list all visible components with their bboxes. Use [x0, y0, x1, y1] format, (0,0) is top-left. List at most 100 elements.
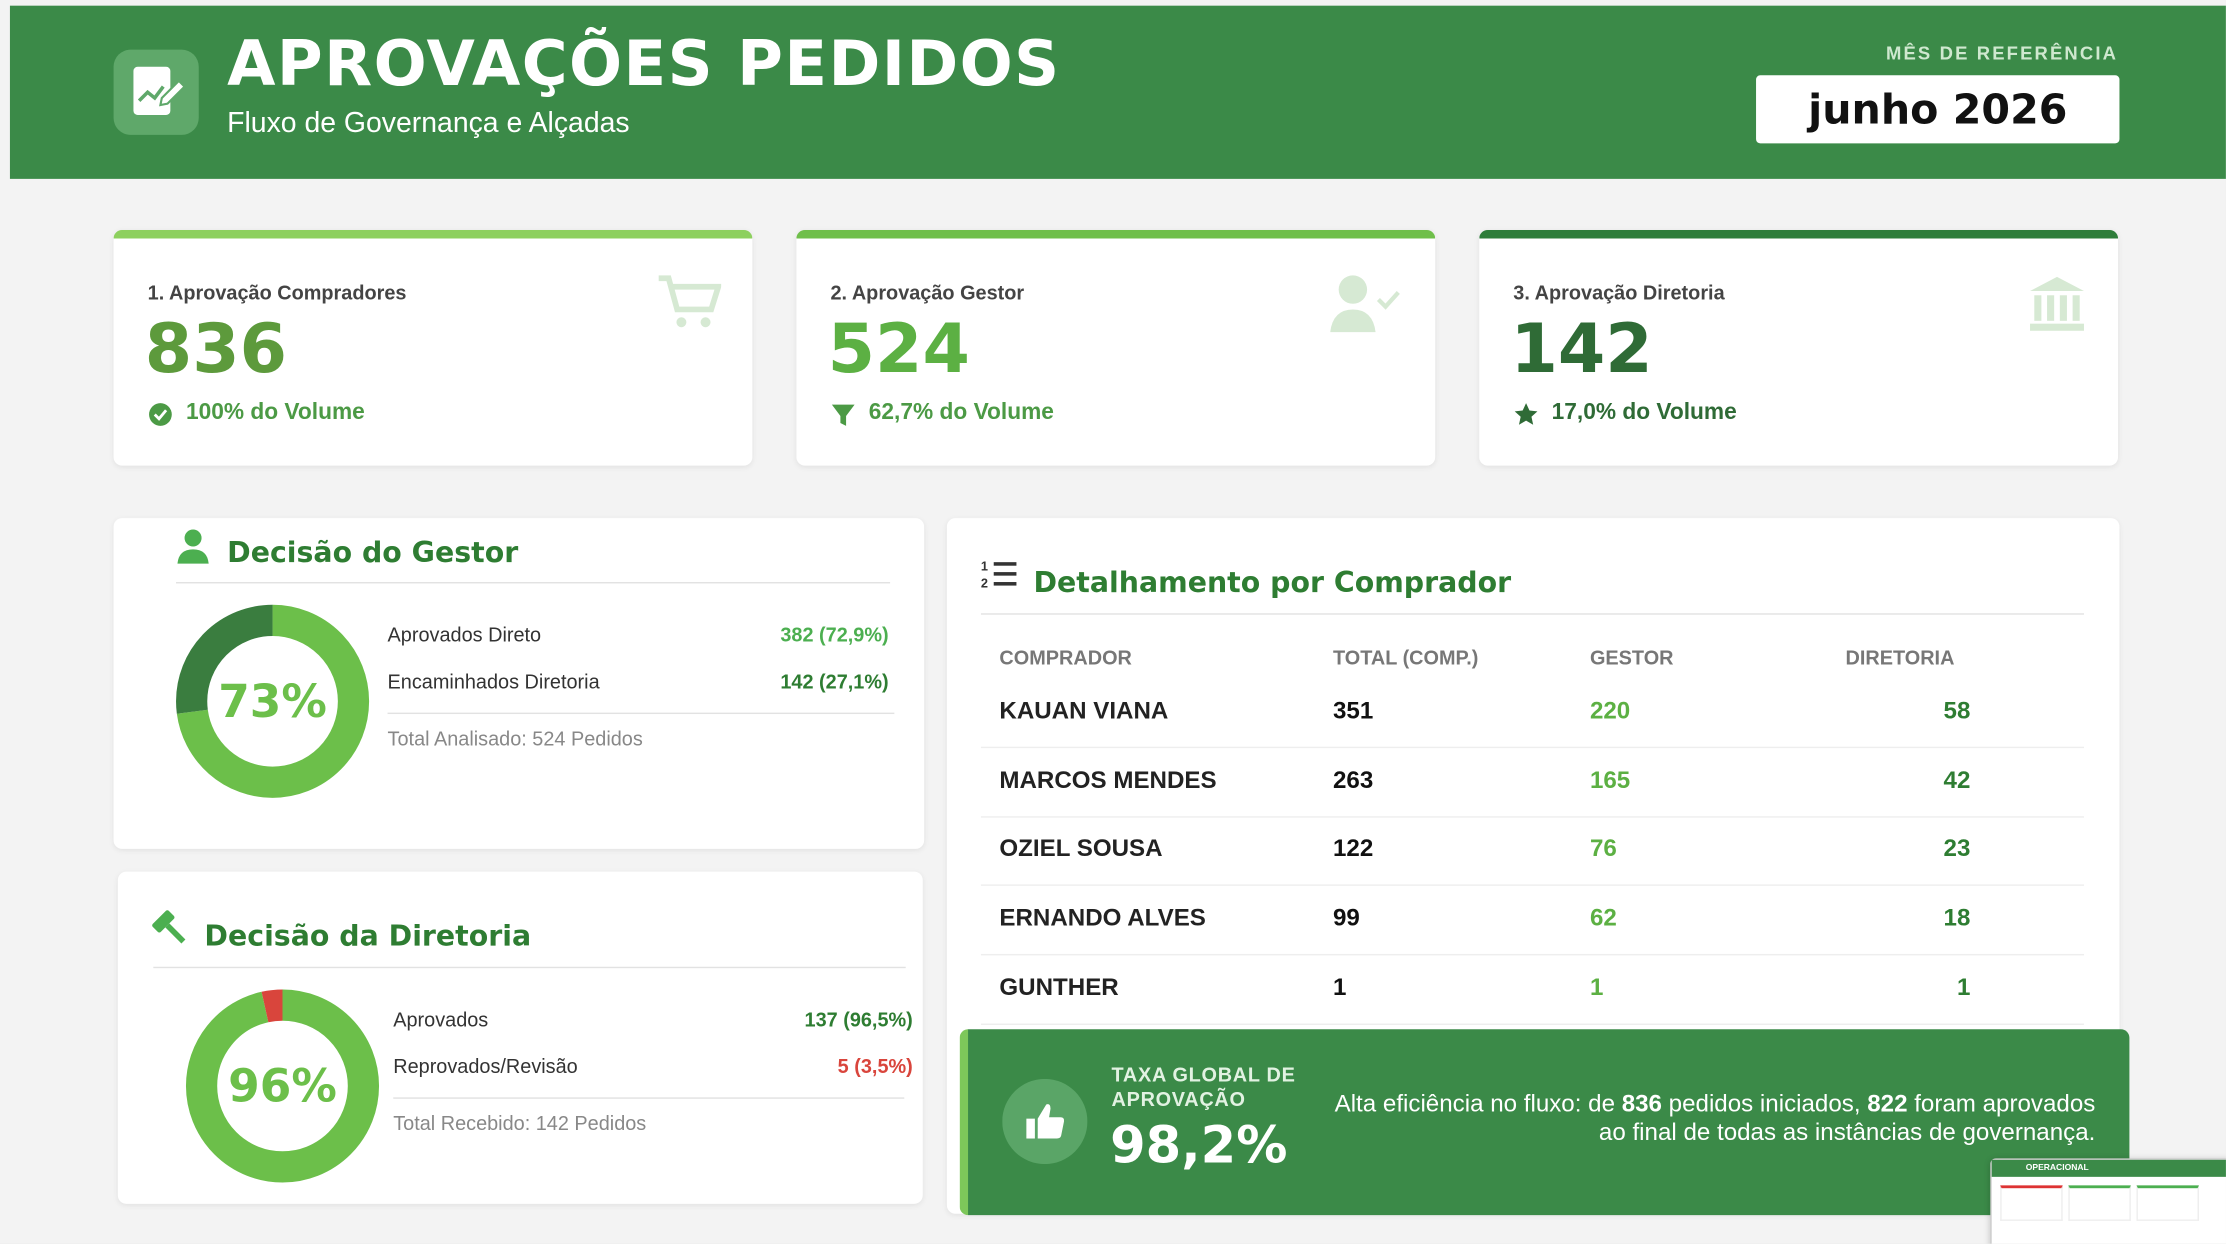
table-cell: OZIEL SOUSA [999, 835, 1163, 863]
panel-title: Decisão da Diretoria [204, 918, 532, 953]
row-label: Aprovados Direto [387, 623, 542, 646]
table-cell: 122 [1333, 835, 1374, 863]
table-cell: 23 [1943, 835, 1971, 863]
user-icon [177, 529, 209, 564]
header-icon [113, 49, 199, 135]
divider [153, 966, 906, 969]
kpi-value: 142 [1510, 309, 1653, 389]
svg-text:1: 1 [981, 559, 988, 574]
row-label: Aprovados [393, 1007, 489, 1031]
banner-value: 98,2% [1110, 1117, 1288, 1176]
kpi-note: 100% do Volume [185, 400, 365, 425]
icon [133, 66, 187, 115]
thumb-card [2000, 1185, 2063, 1221]
reference-label: MÊS DE REFERÊNCIA [1885, 42, 2119, 64]
gavel-icon [152, 910, 186, 944]
table-cell: 1 [1333, 973, 1347, 1001]
donut-segment [176, 604, 370, 798]
kpi-card: 3. Aprovação Diretoria 142 17,0% do Volume [1479, 229, 2119, 466]
table-row [980, 679, 2084, 749]
table-cell: 42 [1943, 766, 1971, 794]
row-value: 137 (96,5%) [804, 1007, 913, 1031]
table-cell: 99 [1333, 904, 1360, 932]
table-cell: 76 [1589, 835, 1617, 863]
row-value: 142 (27,1%) [780, 670, 889, 693]
row-divider [387, 712, 895, 715]
subtitle: Fluxo de Governança e Alçadas [227, 107, 630, 140]
total: Total Analisado: 524 Pedidos [387, 726, 643, 750]
banner-text-part: Alta eficiência no fluxo: de [1334, 1090, 1622, 1118]
table-cell: 1 [1589, 973, 1604, 1001]
table-cell: 18 [1943, 904, 1971, 932]
row-value: 5 (3,5%) [837, 1054, 913, 1078]
banner-text-part: 836 [1621, 1090, 1662, 1118]
divider [980, 613, 2084, 615]
banner-text: Alta eficiência no fluxo: de 836 pedidos… [1320, 1090, 2096, 1147]
donut-label: 96% [228, 1060, 337, 1113]
thumb-card [2068, 1185, 2131, 1221]
row-divider [393, 1097, 905, 1099]
list-icon: 12 [981, 559, 1017, 591]
kpi-label: 1. Aprovação Compradores [147, 281, 407, 304]
banner-text-part: foram aprovados ao final de todas as ins… [1598, 1090, 2096, 1146]
approval-banner [959, 1029, 2130, 1216]
user-check-icon [1330, 275, 1400, 333]
svg-text:2: 2 [981, 576, 988, 591]
total: Total Recebido: 142 Pedidos [393, 1111, 647, 1135]
banner-text-part: 822 [1867, 1090, 1908, 1118]
note-icon [831, 404, 855, 426]
kpi-row: 1. Aprovação Compradores 836 100% do Volum… [113, 229, 2119, 466]
column-header: TOTAL (COMP.) [1333, 645, 1479, 669]
table-row [980, 748, 2084, 818]
kpi-note: 62,7% do Volume [868, 400, 1054, 425]
table-row [980, 886, 2084, 956]
donut: 96% [185, 989, 380, 1183]
kpi-card: 2. Aprovação Gestor 524 62,7% do Volume [796, 229, 1436, 466]
divider [176, 582, 891, 584]
donut-segment [185, 989, 380, 1183]
table-cell: 220 [1589, 697, 1631, 724]
kpi-value: 836 [144, 309, 288, 389]
kpi-value: 524 [827, 309, 970, 389]
panel-title: Detalhamento por Comprador [1033, 565, 1512, 600]
buyer-table: COMPRADOR TOTAL (COMP.) GESTOR DIRETORIA KAU… [980, 625, 2084, 1030]
thumbnail-title: OPERACIONAL [1991, 1159, 2226, 1177]
table-row [980, 817, 2084, 887]
thumbnail-cards [1992, 1177, 2226, 1230]
banner-label: TAXA GLOBAL DE APROVAÇÃO [1111, 1063, 1296, 1111]
kpi-label: 3. Aprovação Diretoria [1513, 281, 1725, 304]
kpi-card: 1. Aprovação Compradores 836 100% do Volum… [113, 229, 753, 466]
table-cell: MARCOS MENDES [999, 766, 1217, 794]
table-cell: GUNTHER [999, 973, 1119, 1001]
table-cell: 58 [1943, 697, 1971, 724]
table-cell: 263 [1333, 766, 1374, 794]
panel-title: Decisão do Gestor [227, 535, 519, 570]
title: APROVAÇÕES PEDIDOS [227, 28, 1061, 101]
table-cell: ERNANDO ALVES [999, 904, 1206, 932]
gestor-body: 73% Aprovados Direto 382 (72,9%) Encaminhad… [170, 596, 895, 809]
row-label: Reprovados/Revisão [393, 1054, 578, 1078]
table-cell: KAUAN VIANA [999, 697, 1169, 724]
thumb-card [2136, 1185, 2199, 1221]
table-cell: 1 [1956, 973, 1971, 1001]
banner-text-part: pedidos iniciados, [1661, 1090, 1868, 1118]
note-icon [1514, 403, 1538, 425]
thumbnail[interactable]: OPERACIONAL [1990, 1158, 2226, 1244]
note-icon [149, 403, 172, 426]
row-value: 382 (72,9%) [780, 623, 889, 646]
table-cell: 351 [1333, 697, 1374, 724]
donut-label: 73% [218, 675, 327, 728]
row-label: Encaminhados Diretoria [387, 670, 600, 693]
bank-icon [2030, 276, 2084, 331]
donut: 73% [176, 604, 370, 798]
reference-value: junho 2026 [1756, 75, 2120, 144]
table-cell: 165 [1589, 766, 1631, 794]
kpi-note: 17,0% do Volume [1551, 400, 1737, 425]
cart-icon [658, 275, 722, 328]
kpi-label: 2. Aprovação Gestor [830, 281, 1025, 304]
column-header: GESTOR [1589, 645, 1674, 669]
column-header: COMPRADOR [999, 645, 1132, 669]
table-cell: 62 [1589, 904, 1617, 932]
